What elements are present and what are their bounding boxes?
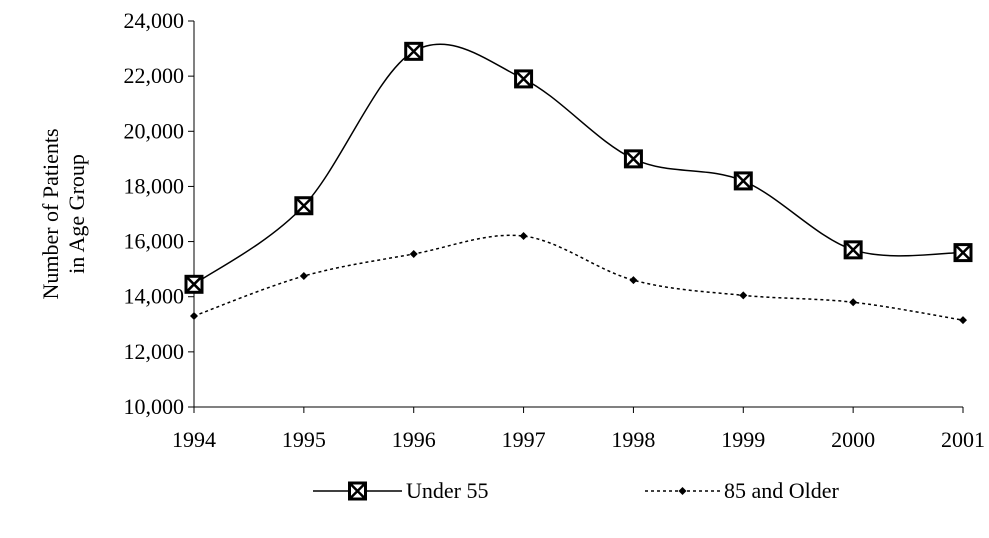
marker (184, 274, 204, 294)
y-tick-label: 12,000 (124, 339, 185, 364)
marker (629, 276, 638, 285)
marker-diamond (299, 272, 308, 281)
y-tick-label: 14,000 (124, 284, 185, 309)
marker-cross (515, 71, 532, 87)
x-tick-label: 2000 (831, 427, 875, 452)
marker-cross (186, 276, 202, 293)
marker (514, 69, 534, 89)
y-axis-title-line: in Age Group (64, 154, 89, 274)
marker-cross (625, 150, 642, 167)
legend-label: 85 and Older (724, 478, 840, 503)
x-tick-label: 1995 (282, 427, 326, 452)
y-tick-label: 22,000 (124, 63, 185, 88)
y-axis-title-line: Number of Patients (38, 128, 63, 299)
marker-diamond (849, 298, 858, 307)
marker (404, 41, 424, 61)
marker (623, 149, 643, 169)
x-tick-label: 1997 (502, 427, 546, 452)
marker-diamond (409, 249, 418, 258)
series-line (193, 43, 964, 285)
marker-cross (405, 43, 422, 60)
marker-diamond (959, 316, 967, 325)
marker (843, 240, 863, 260)
marker (678, 487, 687, 495)
x-tick-label: 1998 (611, 427, 655, 452)
marker-cross (845, 241, 862, 258)
marker (190, 312, 198, 321)
marker-cross (955, 244, 971, 261)
marker-diamond (739, 291, 748, 300)
marker (953, 243, 973, 263)
marker-cross (295, 197, 312, 214)
marker-diamond (519, 232, 528, 241)
marker (348, 481, 367, 501)
marker-diamond (678, 487, 687, 495)
x-tick-label: 1994 (172, 427, 216, 452)
y-tick-label: 20,000 (124, 118, 185, 143)
marker (299, 272, 308, 281)
marker (959, 316, 967, 325)
marker (294, 196, 314, 216)
marker (739, 291, 748, 300)
x-tick-label: 1999 (721, 427, 765, 452)
y-tick-label: 16,000 (124, 229, 185, 254)
marker (519, 232, 528, 241)
y-tick-label: 18,000 (124, 173, 185, 198)
marker (849, 298, 858, 307)
legend-label: Under 55 (406, 478, 488, 503)
marker-diamond (629, 276, 638, 285)
series-line (193, 234, 964, 321)
y-tick-label: 24,000 (124, 8, 185, 33)
y-tick-label: 10,000 (124, 394, 185, 419)
x-tick-label: 1996 (392, 427, 436, 452)
marker-cross (735, 173, 752, 189)
x-tick-label: 2001 (941, 427, 985, 452)
marker-diamond (190, 312, 198, 321)
y-axis-title: Number of Patients in Age Group (38, 128, 89, 299)
marker-cross (349, 483, 366, 499)
marker (409, 249, 418, 258)
marker (733, 171, 753, 191)
